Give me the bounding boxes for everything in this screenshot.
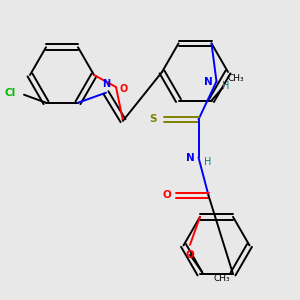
Text: O: O	[120, 84, 128, 94]
Text: H: H	[204, 158, 211, 167]
Text: O: O	[186, 250, 194, 260]
Text: H: H	[222, 81, 229, 92]
Text: N: N	[186, 153, 195, 164]
Text: CH₃: CH₃	[214, 274, 231, 283]
Text: N: N	[204, 77, 213, 87]
Text: O: O	[162, 190, 171, 200]
Text: N: N	[102, 79, 110, 89]
Text: S: S	[150, 114, 157, 124]
Text: CH₃: CH₃	[227, 74, 244, 83]
Text: Cl: Cl	[4, 88, 16, 98]
